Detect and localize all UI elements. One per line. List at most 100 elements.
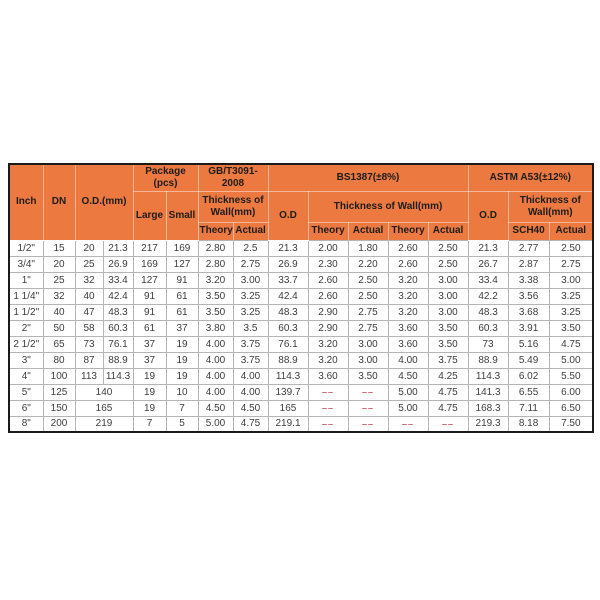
table-cell: 150 <box>42 399 76 417</box>
table-cell: 25 <box>74 255 104 273</box>
table-cell: 91 <box>165 271 199 289</box>
table-cell: 4.75 <box>232 415 269 433</box>
table-cell: 19 <box>132 383 167 401</box>
table-cell: 42.2 <box>467 287 509 305</box>
table-cell: 37 <box>132 351 167 369</box>
header-astm-standard: ASTM A53(±12%) <box>467 163 594 192</box>
table-row: 1 1/2" 40 47 48.3 91 61 3.50 3.25 48.3 2.90 2.75 3.… <box>8 303 594 321</box>
table-cell: 5.50 <box>548 367 594 385</box>
table-cell: 3.00 <box>427 271 469 289</box>
table-cell: 125 <box>42 383 76 401</box>
table-cell: 3.50 <box>427 319 469 337</box>
table-cell: 3.50 <box>427 335 469 353</box>
header-astm-od: O.D <box>467 190 509 241</box>
table-cell: 2 1/2" <box>8 335 44 353</box>
header-bs-theory-1: Theory <box>307 221 349 241</box>
table-cell: 2.50 <box>427 255 469 273</box>
table-cell: 5 <box>165 415 199 433</box>
table-cell: 2.77 <box>507 239 550 257</box>
table-cell: 19 <box>132 367 167 385</box>
table-cell: 3.5 <box>232 319 269 337</box>
table-cell: 2.60 <box>307 271 349 289</box>
table-cell: 1" <box>8 271 44 289</box>
table-cell: 4.50 <box>197 399 234 417</box>
table-cell: –– <box>307 383 349 401</box>
table-cell: 3.50 <box>548 319 594 337</box>
table-cell: 47 <box>74 303 104 321</box>
table-cell: 3.25 <box>548 287 594 305</box>
table-cell: 73 <box>74 335 104 353</box>
table-cell: 7 <box>165 399 199 417</box>
table-cell: 141.3 <box>467 383 509 401</box>
table-cell: 3/4" <box>8 255 44 273</box>
table-cell: 2.00 <box>307 239 349 257</box>
table-cell: 19 <box>165 367 199 385</box>
table-row: 3" 80 87 88.9 37 19 4.00 3.75 88.9 3.20 3.00 4.00 3.… <box>8 351 594 369</box>
table-row: 5" 125 140 19 10 4.00 4.00 139.7 –– –– 5.00 4.75 141… <box>8 383 594 401</box>
table-cell: 19 <box>165 335 199 353</box>
table-cell: 3.60 <box>387 319 429 337</box>
table-cell: 3.20 <box>307 335 349 353</box>
table-cell: 1.80 <box>347 239 389 257</box>
table-cell: 114.3 <box>102 367 134 385</box>
table-cell: 40 <box>42 303 76 321</box>
table-row: 1 1/4" 32 40 42.4 91 61 3.50 3.25 42.4 2.60 2.50 3.… <box>8 287 594 305</box>
table-cell: 3.00 <box>232 271 269 289</box>
table-cell: 91 <box>132 303 167 321</box>
header-large: Large <box>132 190 167 241</box>
header-bs-actual-1: Actual <box>347 221 389 241</box>
table-cell: 100 <box>42 367 76 385</box>
table-cell: 6.02 <box>507 367 550 385</box>
header-bs-thickness: Thickness of Wall(mm) <box>307 190 469 223</box>
table-cell: 3.60 <box>307 367 349 385</box>
table-cell: 2.80 <box>197 255 234 273</box>
table-cell: 2.50 <box>427 239 469 257</box>
table-cell: 1/2" <box>8 239 44 257</box>
table-cell: 3.20 <box>387 303 429 321</box>
table-cell: 60.3 <box>267 319 309 337</box>
table-cell: –– <box>347 383 389 401</box>
table-cell: 3.25 <box>232 303 269 321</box>
table-cell: 88.9 <box>467 351 509 369</box>
table-row: 8" 200 219 7 5 5.00 4.75 219.1 –– –– –– –– 219.3 8.18… <box>8 415 594 433</box>
table-cell: 4.75 <box>548 335 594 353</box>
table-cell: 26.9 <box>102 255 134 273</box>
table-cell: 114.3 <box>467 367 509 385</box>
table-cell: 3.56 <box>507 287 550 305</box>
table-cell: 3.00 <box>347 335 389 353</box>
table-cell: 58 <box>74 319 104 337</box>
table-cell: 2.60 <box>307 287 349 305</box>
table-cell: 15 <box>42 239 76 257</box>
table-cell: 3.00 <box>427 303 469 321</box>
table-body: 1/2" 15 20 21.3 217 169 2.80 2.5 21.3 2.00 1.80 2.6… <box>8 239 594 433</box>
table-cell: 2.90 <box>307 303 349 321</box>
table-cell: 2.60 <box>387 255 429 273</box>
table-cell: 37 <box>165 319 199 337</box>
table-cell: 6.50 <box>548 399 594 417</box>
table-cell: 40 <box>74 287 104 305</box>
table-cell: 4.00 <box>232 367 269 385</box>
table-row: 4" 100 113 114.3 19 19 4.00 4.00 114.3 3.60 3.50 4.… <box>8 367 594 385</box>
table-cell: 169 <box>165 239 199 257</box>
table-cell: 20 <box>74 239 104 257</box>
table-cell: 4.00 <box>197 351 234 369</box>
table-cell: 3.20 <box>387 271 429 289</box>
table-cell: 3.00 <box>427 287 469 305</box>
table-cell: 33.4 <box>467 271 509 289</box>
table-cell: 80 <box>42 351 76 369</box>
table-cell: 33.4 <box>102 271 134 289</box>
table-cell: 139.7 <box>267 383 309 401</box>
table-cell: –– <box>347 415 389 433</box>
table-cell: 140 <box>74 383 134 401</box>
table-cell: 25 <box>42 271 76 289</box>
table-cell: –– <box>307 415 349 433</box>
table-cell: 7.11 <box>507 399 550 417</box>
table-cell: 1 1/4" <box>8 287 44 305</box>
table-cell: 21.3 <box>467 239 509 257</box>
table-cell: 169 <box>132 255 167 273</box>
table-row: 6" 150 165 19 7 4.50 4.50 165 –– –– 5.00 4.75 168.3 7… <box>8 399 594 417</box>
header-row-standards: Inch DN O.D.(mm) Package (pcs) GB/T3091-… <box>8 163 594 241</box>
table-cell: 21.3 <box>102 239 134 257</box>
table-cell: 3.60 <box>387 335 429 353</box>
